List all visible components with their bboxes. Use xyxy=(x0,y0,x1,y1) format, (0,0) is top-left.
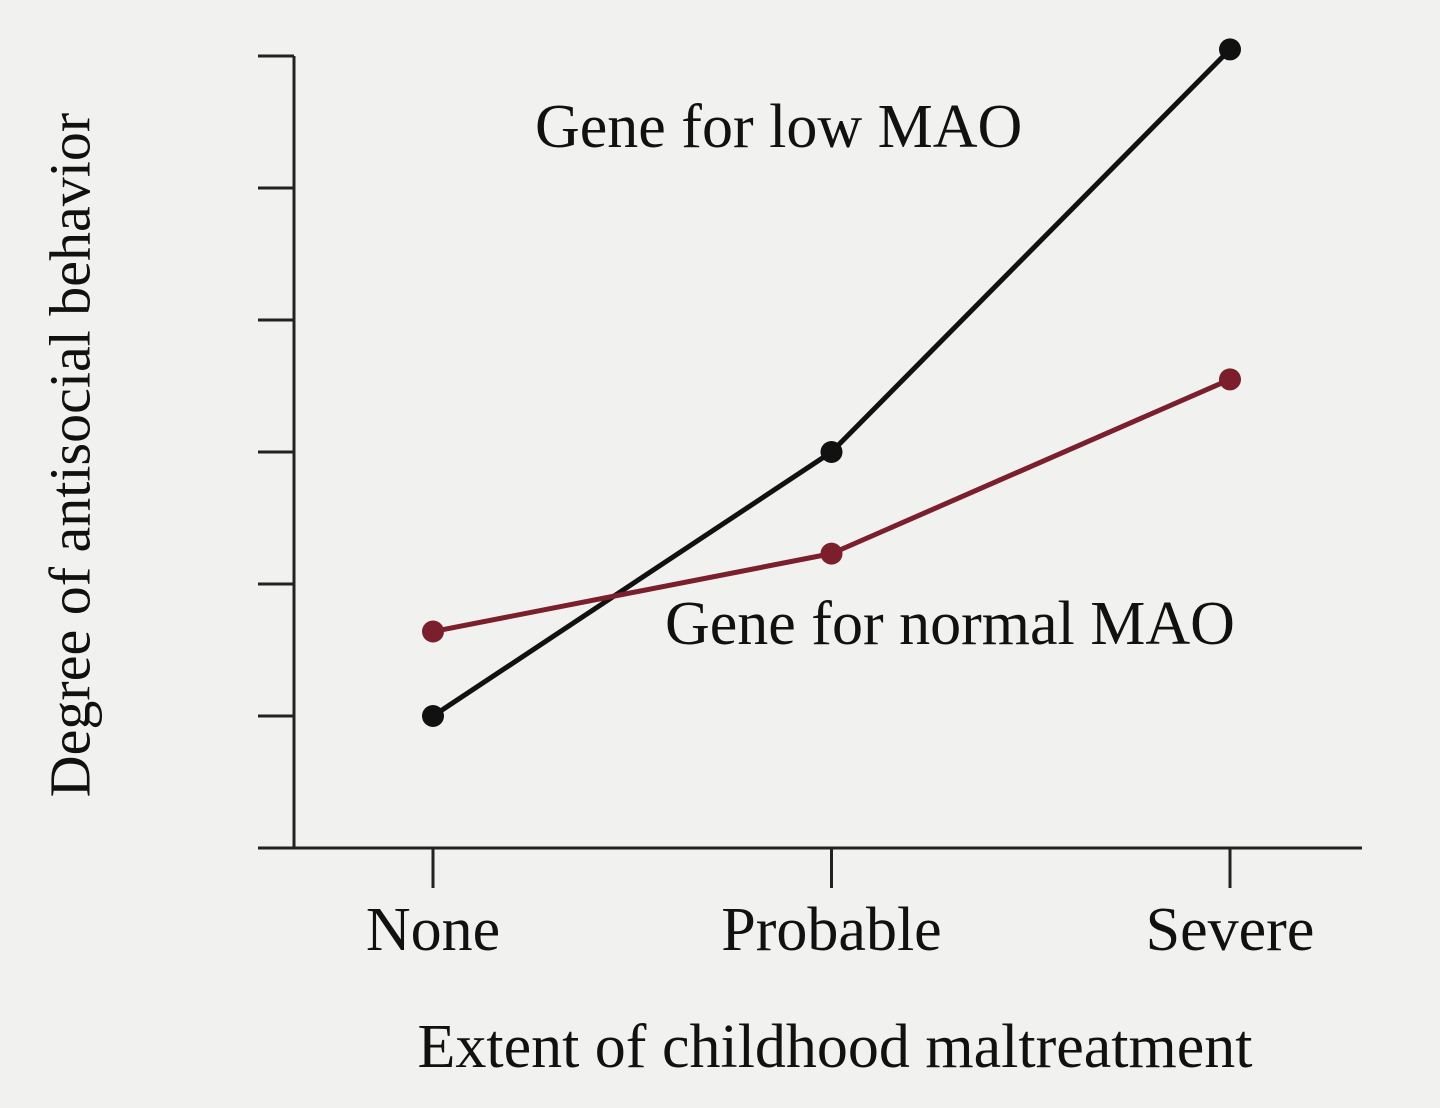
x-axis-label: Extent of childhood maltreatment xyxy=(417,1013,1252,1081)
data-point xyxy=(422,620,444,643)
data-point xyxy=(1219,38,1241,61)
data-point xyxy=(820,542,843,565)
data-point xyxy=(422,705,444,727)
series-label: Gene for low MAO xyxy=(535,93,1022,161)
series-label: Gene for normal MAO xyxy=(665,590,1235,658)
x-tick-label: None xyxy=(366,896,500,964)
x-tick-label: Probable xyxy=(721,896,941,964)
y-axis-label: Degree of antisocial behavior xyxy=(37,113,102,797)
data-point xyxy=(1219,368,1241,391)
data-point xyxy=(820,441,843,463)
x-tick-label: Severe xyxy=(1146,896,1315,964)
